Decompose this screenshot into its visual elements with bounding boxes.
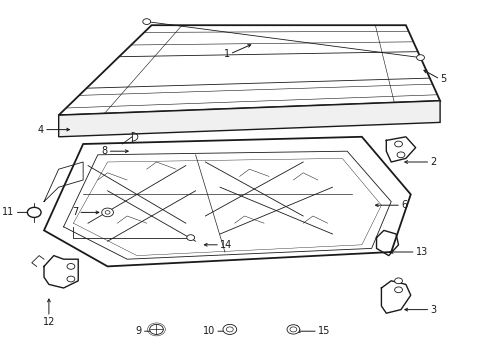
Text: 3: 3: [429, 305, 436, 315]
Circle shape: [394, 287, 402, 293]
Text: 7: 7: [72, 207, 78, 217]
Text: 11: 11: [2, 207, 15, 217]
Circle shape: [226, 327, 233, 332]
Circle shape: [394, 141, 402, 147]
Circle shape: [67, 264, 75, 269]
Circle shape: [27, 207, 41, 217]
Text: 1: 1: [223, 49, 229, 59]
Text: 13: 13: [415, 247, 427, 257]
Circle shape: [105, 211, 110, 214]
Circle shape: [142, 19, 150, 24]
Circle shape: [394, 278, 402, 284]
Circle shape: [289, 327, 296, 332]
Circle shape: [416, 55, 424, 60]
Text: 5: 5: [439, 74, 446, 84]
Text: 15: 15: [317, 326, 329, 336]
Text: 10: 10: [203, 326, 215, 336]
Circle shape: [102, 208, 113, 217]
Text: 8: 8: [101, 146, 107, 156]
Text: 6: 6: [400, 200, 407, 210]
Circle shape: [223, 324, 236, 334]
Polygon shape: [59, 25, 439, 115]
Text: 9: 9: [135, 326, 142, 336]
Polygon shape: [59, 101, 439, 137]
Circle shape: [186, 235, 194, 240]
Text: 2: 2: [429, 157, 436, 167]
Circle shape: [396, 152, 404, 158]
Text: 12: 12: [42, 317, 55, 327]
Circle shape: [67, 276, 75, 282]
Text: 4: 4: [38, 125, 44, 135]
Polygon shape: [44, 137, 410, 266]
Circle shape: [286, 325, 299, 334]
Circle shape: [149, 324, 163, 334]
Text: 14: 14: [220, 240, 232, 250]
